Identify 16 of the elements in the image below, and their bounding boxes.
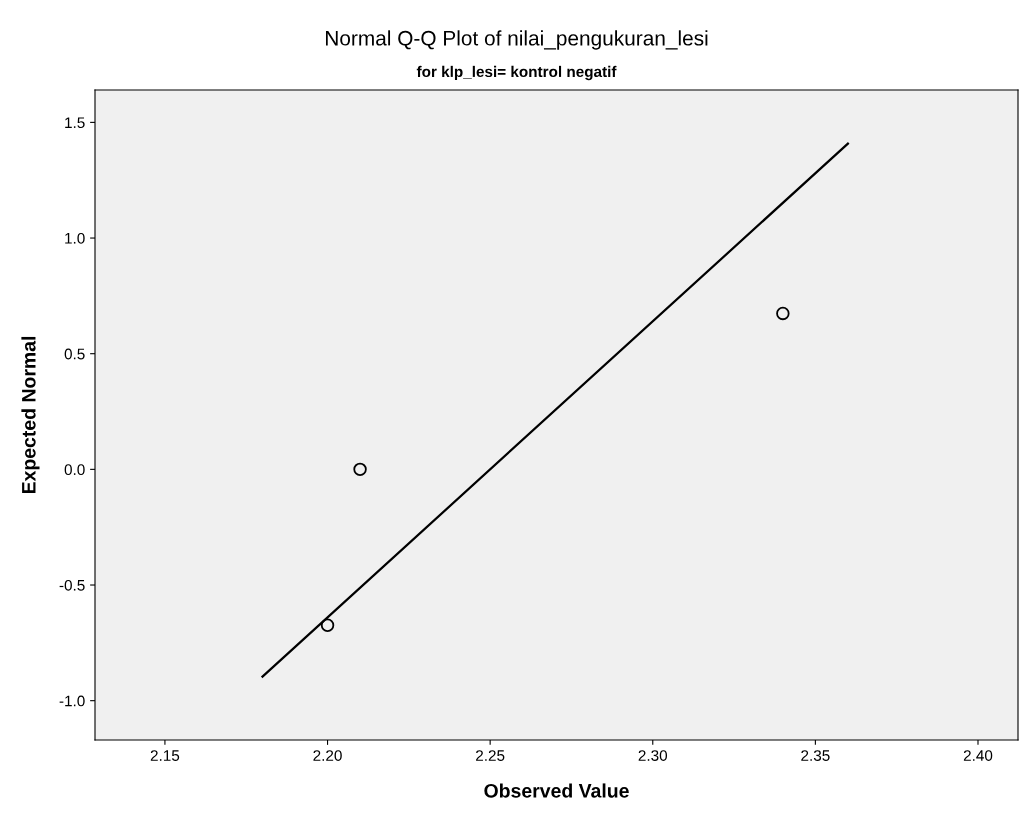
x-axis-title: Observed Value — [484, 783, 629, 798]
chart-subtitle: for klp_lesi= kontrol negatif — [416, 65, 617, 81]
x-tick-label: 2.15 — [150, 750, 180, 761]
y-tick-label: -1.0 — [59, 695, 85, 707]
y-tick-label: 0.0 — [64, 464, 85, 476]
chart-title: Normal Q-Q Plot of nilai_pengukuran_lesi — [326, 30, 708, 50]
x-tick-label: 2.30 — [638, 750, 668, 761]
x-tick-label: 2.35 — [801, 750, 830, 761]
y-tick-label: -0.5 — [59, 579, 85, 591]
x-tick-label: 2.25 — [476, 750, 505, 761]
y-axis-title: Expected Normal — [21, 336, 40, 494]
y-tick-label: 0.5 — [64, 348, 85, 360]
y-tick-label: 1.5 — [65, 117, 85, 129]
y-tick-label: 1.0 — [65, 232, 85, 244]
x-tick-label: 2.20 — [313, 750, 342, 761]
x-tick-label: 2.40 — [963, 750, 993, 761]
